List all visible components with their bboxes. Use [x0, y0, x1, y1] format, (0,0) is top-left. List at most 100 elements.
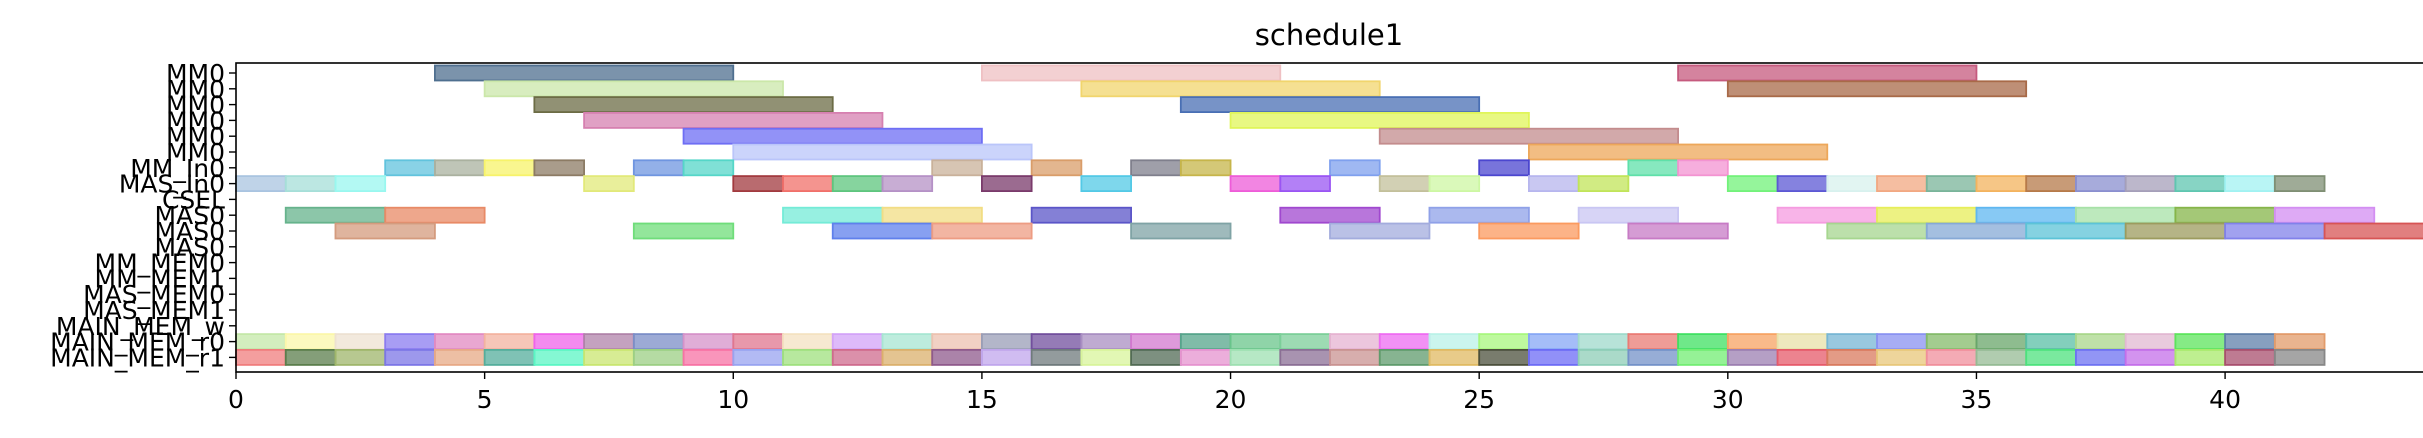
task-bar	[1528, 348, 1580, 366]
y-tick-label: MM0	[166, 106, 225, 135]
task-bar	[782, 175, 834, 193]
task-bar	[334, 333, 387, 351]
task-bar	[2124, 348, 2177, 366]
task-bar	[2224, 333, 2276, 351]
task-bar	[483, 159, 536, 177]
y-tick-label: MM_In0	[130, 154, 225, 183]
task-bar	[434, 333, 486, 351]
task-bar	[1179, 159, 1232, 177]
task-bar	[732, 175, 784, 193]
task-bar	[1030, 206, 1132, 224]
x-tick-label: 5	[477, 385, 493, 414]
task-bar	[1378, 175, 1431, 193]
task-bar	[1428, 348, 1481, 366]
task-bar	[2174, 348, 2226, 366]
task-bar	[2174, 333, 2226, 351]
task-bar	[931, 159, 983, 177]
task-bar	[384, 206, 486, 224]
task-bar	[1826, 333, 1878, 351]
task-bar	[1130, 159, 1182, 177]
task-bar	[782, 206, 884, 224]
task-bar	[533, 333, 585, 351]
task-bar	[831, 333, 884, 351]
task-bar	[1925, 333, 1978, 351]
task-bar	[1776, 206, 1878, 224]
task-bar	[2025, 175, 2077, 193]
task-bar	[1229, 175, 1282, 193]
task-bar	[533, 159, 585, 177]
y-tick-label: MM0	[166, 138, 225, 167]
task-bar	[434, 159, 486, 177]
x-tick-label: 40	[2209, 385, 2241, 414]
task-bar	[1726, 175, 1779, 193]
y-tick-label: MM_MEM0	[95, 249, 225, 278]
task-bar	[1925, 348, 1978, 366]
x-tick-label: 15	[966, 385, 998, 414]
task-bar	[2075, 333, 2127, 351]
y-axis-labels: MM0MM0MM0MM0MM0MM0MM_In0MAS_In0CSELMAS0M…	[50, 59, 236, 372]
task-bar	[2224, 348, 2276, 366]
task-bar	[1080, 80, 1381, 98]
x-tick-label: 35	[1961, 385, 1993, 414]
task-bar	[1428, 206, 1530, 224]
y-tick-label: MAS0	[155, 217, 225, 246]
task-bar	[284, 333, 337, 351]
task-bar	[1030, 159, 1083, 177]
task-bar	[1577, 333, 1630, 351]
task-bar	[931, 222, 1033, 240]
task-bar	[235, 333, 287, 351]
task-bar	[1478, 159, 1530, 177]
task-bar	[2174, 175, 2226, 193]
task-bar	[1080, 348, 1132, 366]
task-bar	[533, 348, 585, 366]
task-bar	[732, 333, 784, 351]
task-bar	[434, 348, 486, 366]
task-bar	[1677, 159, 1729, 177]
task-bar	[2224, 222, 2326, 240]
task-bar	[483, 80, 784, 98]
task-bar	[1329, 159, 1381, 177]
x-tick-label: 30	[1712, 385, 1744, 414]
x-axis: 0 5 10 15 20 25 30 35 40	[228, 372, 2241, 414]
task-bar	[632, 222, 735, 240]
task-bar	[1627, 159, 1679, 177]
task-bar	[2273, 333, 2326, 351]
task-bar	[1378, 333, 1431, 351]
task-bar	[682, 127, 983, 145]
task-bar	[1279, 348, 1331, 366]
task-bar	[384, 333, 436, 351]
task-bar	[1179, 348, 1232, 366]
task-bar	[1279, 175, 1331, 193]
task-bar	[1229, 333, 1282, 351]
task-bar	[1726, 80, 2028, 98]
task-bar	[583, 175, 635, 193]
task-bar	[434, 64, 735, 82]
task-bar	[1478, 333, 1530, 351]
y-tick-label: CSEL	[162, 185, 225, 214]
task-bar	[632, 348, 685, 366]
task-bar	[1528, 143, 1829, 161]
task-bar	[334, 175, 387, 193]
task-bar	[981, 175, 1033, 193]
task-bar	[1876, 206, 1978, 224]
task-bar	[235, 348, 287, 366]
task-bar	[483, 348, 536, 366]
x-tick-label: 0	[228, 385, 244, 414]
task-bar	[831, 222, 934, 240]
task-bar	[1826, 222, 1928, 240]
task-bar	[831, 175, 884, 193]
task-bar	[1826, 175, 1878, 193]
task-bar	[1229, 348, 1282, 366]
task-bar	[1577, 348, 1630, 366]
y-tick-label: MAS_MEM0	[83, 280, 225, 309]
task-bar	[1876, 348, 1928, 366]
task-bar	[1677, 64, 1978, 82]
y-tick-label: MAS_In0	[119, 170, 225, 199]
task-bar	[1030, 333, 1083, 351]
task-bar	[1080, 175, 1132, 193]
task-bar	[981, 333, 1033, 351]
task-bar	[2075, 206, 2177, 224]
task-bar	[1130, 333, 1182, 351]
task-bar	[1130, 222, 1232, 240]
task-bar	[334, 348, 387, 366]
